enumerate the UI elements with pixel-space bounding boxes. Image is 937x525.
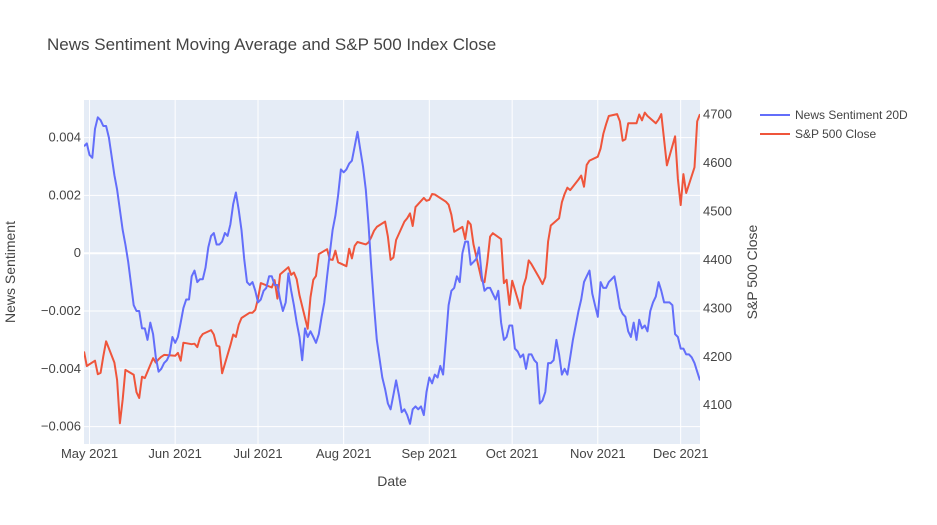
y-right-tick-label: 4200: [703, 349, 732, 364]
y-left-tick-label: 0.002: [48, 187, 81, 202]
y-right-tick-label: 4400: [703, 252, 732, 267]
legend-label: S&P 500 Close: [795, 127, 876, 141]
x-tick-label: Aug 2021: [316, 446, 372, 461]
y-right-tick-label: 4500: [703, 203, 732, 218]
x-tick-label: May 2021: [61, 446, 118, 461]
x-tick-label: Sep 2021: [401, 446, 457, 461]
plot-area: [84, 100, 700, 444]
y-left-tick-label: 0.004: [48, 130, 81, 145]
series-line-sp500-close: [84, 111, 700, 425]
legend-label: News Sentiment 20D: [795, 108, 908, 122]
y-right-tick-label: 4300: [703, 300, 732, 315]
gridlines: [84, 100, 700, 444]
chart-title: News Sentiment Moving Average and S&P 50…: [47, 35, 496, 54]
y-left-axis-ticks: 0.004 0.002 0 −0.002 −0.004 −0.006: [41, 130, 81, 434]
x-axis-ticks: May 2021 Jun 2021 Jul 2021 Aug 2021 Sep 2021…: [61, 446, 709, 461]
x-tick-label: Dec 2021: [653, 446, 709, 461]
y-left-tick-label: −0.004: [41, 361, 81, 376]
x-tick-label: Jun 2021: [148, 446, 202, 461]
x-tick-label: Oct 2021: [486, 446, 539, 461]
y-right-axis-title: S&P 500 Close: [744, 224, 760, 319]
legend: News Sentiment 20D S&P 500 Close: [760, 108, 908, 141]
series-layer: [84, 111, 700, 425]
x-tick-label: Jul 2021: [233, 446, 282, 461]
y-left-axis-title: News Sentiment: [2, 221, 18, 323]
y-left-tick-label: −0.002: [41, 303, 81, 318]
y-left-tick-label: 0: [74, 245, 81, 260]
y-left-tick-label: −0.006: [41, 419, 81, 434]
x-axis-title: Date: [377, 473, 407, 489]
y-right-tick-label: 4100: [703, 397, 732, 412]
y-right-tick-label: 4700: [703, 107, 732, 122]
y-right-tick-label: 4600: [703, 155, 732, 170]
x-tick-label: Nov 2021: [570, 446, 626, 461]
y-right-axis-ticks: 4700 4600 4500 4400 4300 4200 4100: [703, 107, 732, 413]
series-line-news-sentiment: [84, 116, 700, 425]
